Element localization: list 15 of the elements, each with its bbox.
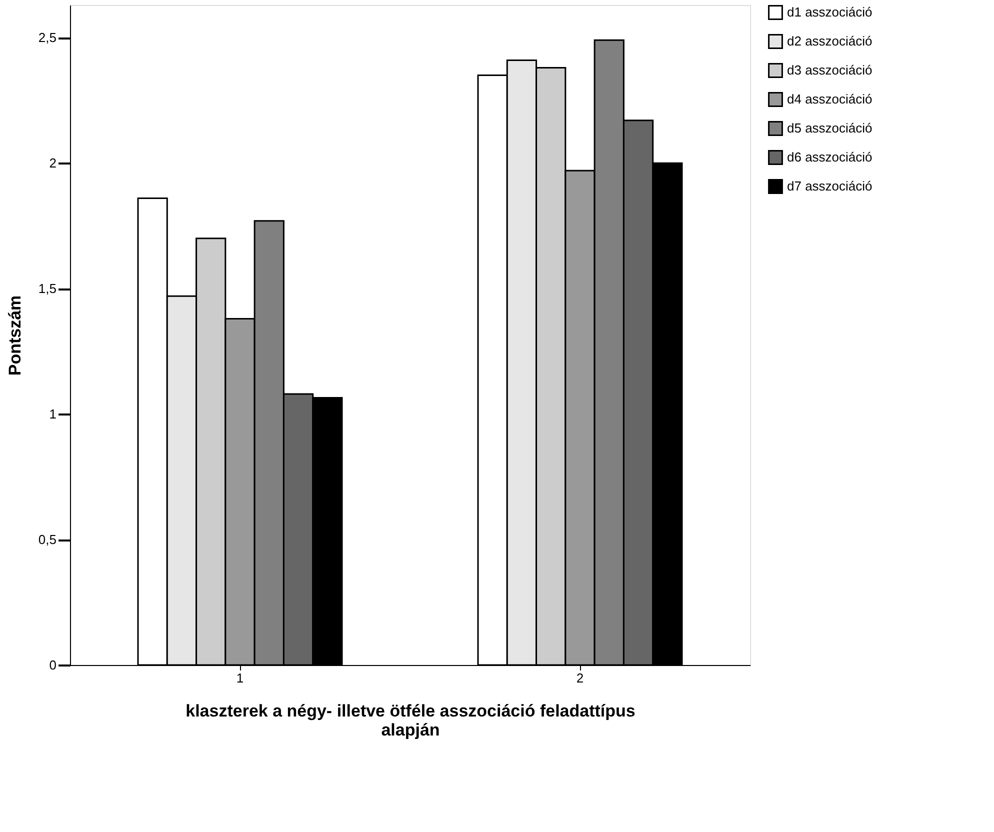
y-tick-label: 0: [49, 658, 56, 672]
y-tick-label: 2,5: [38, 30, 56, 46]
legend-label: d2 asszociáció: [787, 34, 872, 48]
legend-label: d3 asszociáció: [787, 62, 872, 78]
y-tick-label: 1: [49, 406, 56, 422]
legend-label: d4 asszociáció: [787, 92, 872, 106]
x-axis-title: klaszterek a négy- illetve ötféle asszociáció feladattípus alapján: [186, 702, 636, 740]
y-axis-title: Pontszám: [5, 295, 24, 376]
legend-label: d5 asszociáció: [787, 120, 872, 136]
y-tick-label: 0,5: [38, 532, 56, 548]
legend-label: d6 asszociáció: [787, 150, 872, 164]
y-tick-label: 2: [49, 156, 56, 171]
legend-label: d7 asszociáció: [787, 178, 872, 194]
y-tick-label: 1,5: [38, 281, 56, 296]
legend-label: d1 asszociáció: [787, 4, 872, 20]
